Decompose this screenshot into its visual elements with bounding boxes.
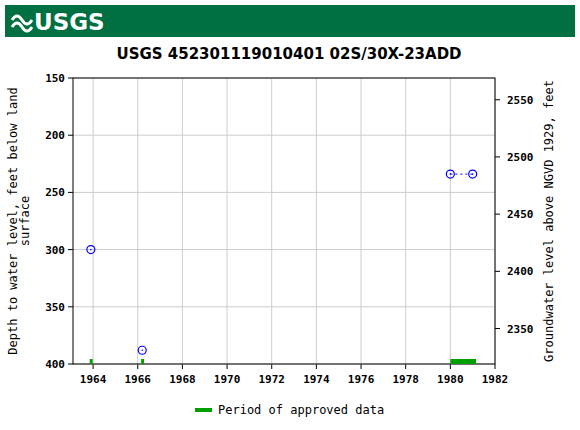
tick-y2 (495, 271, 500, 272)
tick-y2 (495, 99, 500, 100)
data-point (469, 170, 477, 178)
grid-line-x (93, 78, 94, 364)
tick-label-x: 1972 (258, 373, 285, 386)
legend-swatch (195, 408, 212, 412)
tick-x (271, 364, 272, 369)
data-point (138, 346, 146, 354)
tick-y (68, 78, 73, 79)
grid-line-x (450, 78, 451, 364)
tick-label-x: 1982 (482, 373, 509, 386)
grid-line-x (271, 78, 272, 364)
title: USGS 452301119010401 02S/30X-23ADD (116, 45, 461, 63)
grid-line-x (361, 78, 362, 364)
tick-label-y: 250 (45, 186, 65, 199)
y2-axis-label: Groundwater level above NGVD 1929, feet (542, 80, 556, 362)
approved-period (90, 359, 93, 364)
grid-line-y (73, 135, 495, 136)
grid-line-x (182, 78, 183, 364)
tick-x (361, 364, 362, 369)
plot-frame (73, 78, 495, 364)
series-line (450, 174, 472, 175)
background (0, 0, 580, 430)
tick-label-x: 1966 (125, 373, 152, 386)
grid-line-y (73, 249, 495, 250)
data-point (446, 170, 454, 178)
tick-y2 (495, 156, 500, 157)
tick-label-x: 1968 (169, 373, 196, 386)
grid-line-x (227, 78, 228, 364)
grid-line-x (405, 78, 406, 364)
tick-y2 (495, 328, 500, 329)
tick-x (450, 364, 451, 369)
tick-y (68, 135, 73, 136)
approved-period (450, 359, 476, 364)
tick-y (68, 306, 73, 307)
tick-label-y: 400 (45, 358, 65, 371)
approved-period (141, 359, 144, 364)
tick-label-y2: 2450 (507, 208, 534, 221)
tick-label-x: 1964 (80, 373, 107, 386)
tick-x (495, 364, 496, 369)
tick-x (316, 364, 317, 369)
tick-x (227, 364, 228, 369)
y-axis-label: Depth to water level, feet below landsur… (6, 87, 32, 354)
legend-label: Period of approved data (218, 403, 384, 417)
tick-label-y: 350 (45, 301, 65, 314)
logo-text: USGS (34, 9, 105, 35)
tick-label-y2: 2400 (507, 265, 534, 278)
tick-label-x: 1974 (303, 373, 330, 386)
grid-line-y (73, 192, 495, 193)
grid-line-x (137, 78, 138, 364)
data-point (87, 246, 95, 254)
chart: USGS USGS 452301119010401 02S/30X-23ADD 19… (0, 0, 580, 430)
tick-label-x: 1976 (348, 373, 375, 386)
header-banner (5, 5, 575, 37)
tick-label-x: 1978 (392, 373, 419, 386)
tick-x (137, 364, 138, 369)
tick-label-y: 300 (45, 244, 65, 257)
tick-x (93, 364, 94, 369)
tick-y2 (495, 214, 500, 215)
tick-x (182, 364, 183, 369)
tick-label-y: 200 (45, 129, 65, 142)
grid-line-y (73, 306, 495, 307)
grid-line-x (316, 78, 317, 364)
tick-y (68, 249, 73, 250)
tick-x (405, 364, 406, 369)
tick-y (68, 192, 73, 193)
tick-label-y2: 2500 (507, 151, 534, 164)
logo-wave (12, 16, 32, 31)
tick-label-y2: 2550 (507, 94, 534, 107)
tick-label-x: 1980 (437, 373, 464, 386)
tick-label-x: 1970 (214, 373, 241, 386)
plot-area (87, 170, 477, 364)
tick-label-y2: 2350 (507, 323, 534, 336)
tick-y (68, 364, 73, 365)
tick-label-y: 150 (45, 72, 65, 85)
